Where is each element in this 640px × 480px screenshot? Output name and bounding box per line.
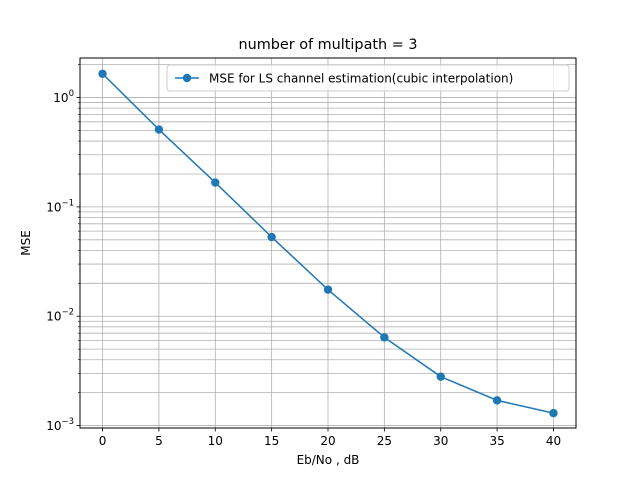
y-tick-label: 10−2 — [46, 308, 74, 324]
x-tick-label: 5 — [155, 434, 163, 448]
grid — [80, 58, 576, 428]
data-point — [267, 232, 276, 242]
x-tick-label: 35 — [489, 434, 504, 448]
data-point — [323, 285, 333, 294]
x-axis-label: Eb/No , dB — [297, 453, 360, 467]
legend-marker — [182, 73, 192, 83]
x-tick-label: 20 — [320, 434, 335, 448]
data-point — [98, 69, 107, 78]
x-tick-label: 10 — [208, 434, 223, 448]
y-axis-label: MSE — [19, 230, 33, 256]
data-point — [492, 396, 502, 405]
legend-label: MSE for LS channel estimation(cubic inte… — [209, 71, 513, 85]
data-point — [211, 178, 220, 187]
x-tick-label: 40 — [546, 434, 561, 448]
data-point — [436, 372, 445, 381]
y-tick-label: 10−3 — [46, 417, 74, 433]
x-tick-label: 25 — [377, 434, 392, 448]
y-tick-label: 100 — [53, 89, 74, 105]
x-tick-label: 0 — [99, 434, 107, 448]
chart-title: number of multipath = 3 — [238, 37, 417, 53]
data-point — [380, 333, 389, 342]
y-tick-label: 10−1 — [46, 198, 74, 214]
ticks: 0 5 10 15 20 25 30 35 40 100 10−1 10−2 10−3 — [46, 64, 561, 448]
x-tick-label: 30 — [433, 434, 448, 448]
legend: MSE for LS channel estimation(cubic inte… — [166, 64, 570, 92]
x-tick-label: 15 — [264, 434, 279, 448]
series-layer — [98, 69, 558, 418]
legend-box — [166, 64, 570, 92]
data-point — [154, 125, 164, 134]
data-point — [549, 408, 558, 418]
